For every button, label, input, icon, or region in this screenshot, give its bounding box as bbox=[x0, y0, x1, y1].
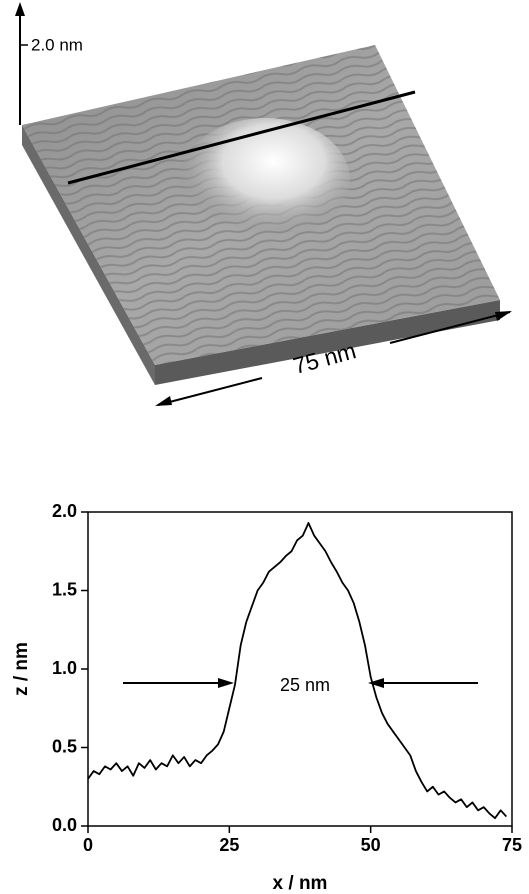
slab-front-side bbox=[155, 300, 500, 385]
y-tick-label: 0.0 bbox=[52, 815, 77, 835]
x-tick-label: 50 bbox=[361, 835, 381, 855]
afm-surface: 2.0 nm 75 nm bbox=[15, 2, 512, 406]
dimension-line bbox=[389, 311, 511, 344]
y-axis-label: z / nm bbox=[11, 642, 32, 696]
arrowhead bbox=[218, 678, 234, 688]
y-tick-label: 2.0 bbox=[52, 501, 77, 521]
x-tick-label: 25 bbox=[219, 835, 239, 855]
x-axis-label: x / nm bbox=[273, 873, 328, 894]
fwhm-label: 25 nm bbox=[280, 675, 330, 695]
arrowhead bbox=[368, 678, 384, 688]
profile-line bbox=[67, 90, 416, 185]
x-tick-label: 75 bbox=[502, 835, 522, 855]
y-tick-label: 1.0 bbox=[52, 658, 77, 678]
arrowhead bbox=[15, 2, 25, 16]
x-tick-label: 0 bbox=[83, 835, 93, 855]
bump bbox=[180, 118, 350, 242]
y-tick-label: 1.5 bbox=[52, 579, 77, 599]
profile-line bbox=[87, 522, 508, 820]
arrowhead bbox=[495, 311, 512, 321]
y-tick-label: 0.5 bbox=[52, 736, 77, 756]
profile-chart: x / nm z / nm 25 nm 0 25 50 75 0.0 0.5 1.0 1.5 2… bbox=[11, 501, 522, 894]
height-label: 2.0 nm bbox=[31, 35, 83, 54]
slab-left-side bbox=[22, 125, 155, 385]
plot-frame bbox=[87, 511, 513, 827]
arrowhead bbox=[155, 396, 172, 406]
dimension-line bbox=[157, 377, 263, 406]
